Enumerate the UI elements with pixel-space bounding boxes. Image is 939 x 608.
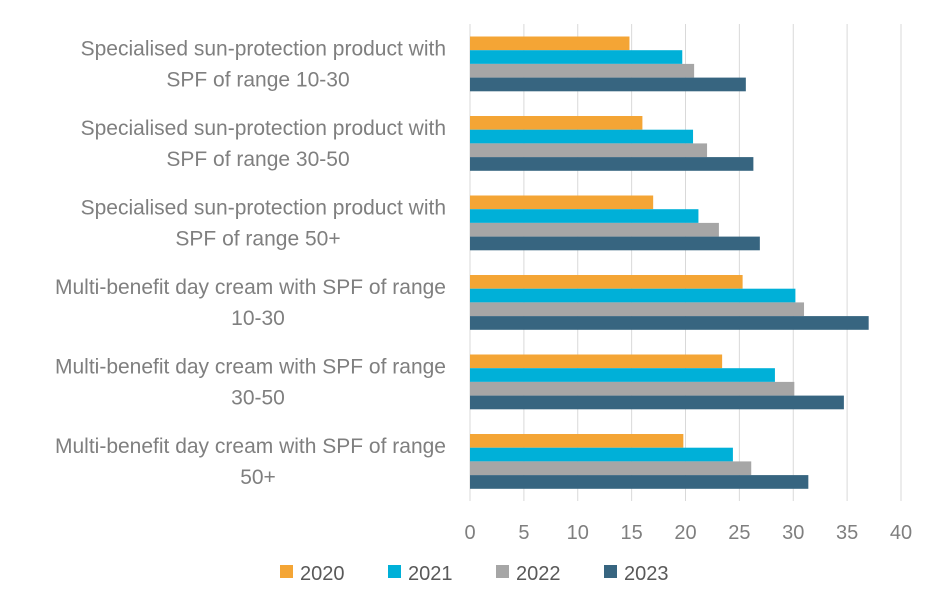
bars	[470, 36, 869, 489]
category-label: 50+	[240, 466, 276, 489]
bar-2021-cat-3	[470, 209, 699, 223]
bar-2021-cat-2	[470, 129, 694, 144]
category-label: 30-50	[231, 386, 285, 409]
bar-2020-cat-2	[470, 116, 643, 130]
x-axis-tick-labels: 0 5 10 15 20 25 30 35 40	[464, 522, 912, 544]
category-label: Specialised sun-protection product with	[81, 196, 446, 219]
bar-2021-cat-1	[470, 50, 683, 64]
bar-2022-cat-1	[470, 63, 695, 78]
bar-2022-cat-3	[470, 222, 719, 237]
bar-2022-cat-4	[470, 302, 805, 317]
bar-2023-cat-5	[470, 395, 844, 410]
bar-2020-cat-5	[470, 354, 723, 369]
x-tick-label: 0	[464, 522, 475, 544]
bar-2023-cat-6	[470, 475, 809, 489]
bar-2020-cat-6	[470, 434, 684, 448]
category-label: SPF of range 30-50	[166, 148, 349, 171]
x-tick-label: 15	[621, 522, 643, 544]
category-label: Specialised sun-protection product with	[81, 37, 446, 60]
bar-2023-cat-3	[470, 236, 760, 251]
bar-2022-cat-6	[470, 461, 752, 476]
bar-2021-cat-6	[470, 447, 733, 462]
x-tick-label: 5	[518, 522, 529, 544]
x-tick-label: 30	[782, 522, 804, 544]
legend-label-2020: 2020	[300, 563, 345, 585]
x-tick-label: 10	[567, 522, 589, 544]
x-tick-label: 35	[836, 522, 858, 544]
category-label: 10-30	[231, 307, 285, 330]
bar-2021-cat-5	[470, 368, 775, 382]
bar-2020-cat-4	[470, 275, 743, 289]
legend: 2020 2021 2022 2023	[280, 563, 669, 585]
legend-swatch-2020	[280, 565, 293, 578]
bar-2023-cat-2	[470, 157, 754, 171]
category-labels: Specialised sun-protection product with S…	[55, 37, 446, 489]
bar-2022-cat-5	[470, 381, 795, 396]
bar-2022-cat-2	[470, 143, 708, 158]
category-label: Specialised sun-protection product with	[81, 117, 446, 140]
x-tick-label: 40	[890, 522, 912, 544]
x-tick-label: 20	[674, 522, 696, 544]
category-label: Multi-benefit day cream with SPF of rang…	[55, 276, 446, 299]
bar-2020-cat-3	[470, 195, 654, 210]
bar-2023-cat-4	[470, 316, 869, 330]
gridlines	[469, 24, 902, 501]
category-label: SPF of range 10-30	[166, 68, 349, 91]
legend-swatch-2021	[388, 565, 401, 578]
category-label: Multi-benefit day cream with SPF of rang…	[55, 435, 446, 458]
x-tick-label: 25	[728, 522, 750, 544]
category-label: Multi-benefit day cream with SPF of rang…	[55, 355, 446, 378]
bar-2023-cat-1	[470, 77, 746, 92]
legend-swatch-2022	[496, 565, 509, 578]
bar-2020-cat-1	[470, 36, 630, 51]
legend-label-2021: 2021	[408, 563, 453, 585]
legend-label-2023: 2023	[624, 563, 669, 585]
legend-label-2022: 2022	[516, 563, 561, 585]
bar-2021-cat-4	[470, 288, 796, 303]
legend-swatch-2023	[604, 565, 617, 578]
category-label: SPF of range 50+	[175, 227, 340, 250]
